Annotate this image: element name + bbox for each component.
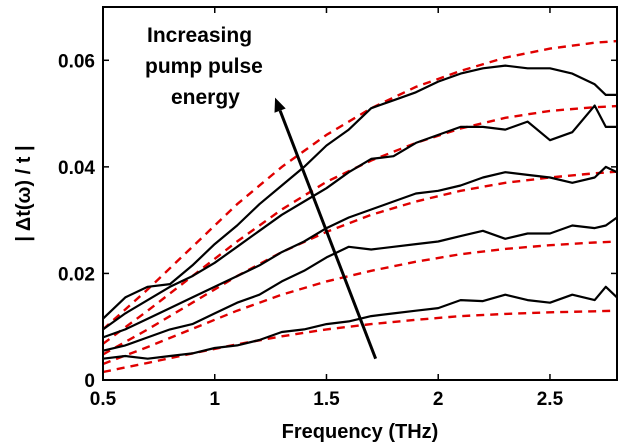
x-tick-label: 0.5 [90, 389, 117, 410]
measured-curve-3 [102, 165, 618, 339]
x-axis-label: Frequency (THz) [282, 421, 439, 443]
annotation-arrow-head [274, 97, 286, 113]
measured-curve-1 [102, 285, 618, 360]
x-tick-label: 2 [433, 389, 444, 410]
measured-curves-group [102, 64, 618, 360]
plot-frame [102, 6, 618, 381]
measured-curve-2 [102, 216, 618, 352]
fit-curve-5 [102, 39, 618, 331]
annotation-text-line: energy [171, 86, 240, 109]
y-tick-label: 0.02 [58, 264, 95, 285]
y-tick-label: 0 [84, 371, 95, 392]
x-tick-label: 1.5 [313, 389, 340, 410]
fit-curve-4 [102, 104, 618, 345]
fit-curve-3 [102, 170, 618, 356]
y-axis-label: | Δt(ω) / t | [13, 145, 35, 241]
annotation-text-line: Increasing [147, 24, 252, 47]
y-tick-label: 0.06 [58, 51, 95, 72]
annotation-text-line: pump pulse [145, 55, 263, 78]
y-axis-ticks: 0 0.02 0.04 0.06 [58, 51, 617, 392]
annotation-group: Increasing pump pulse energy [145, 24, 378, 360]
x-axis-ticks: 0.5 1 1.5 2 2.5 [90, 7, 564, 410]
measured-curve-4 [102, 104, 617, 331]
x-tick-label: 2.5 [537, 389, 564, 410]
annotation-arrow-shaft [278, 110, 378, 360]
y-tick-label: 0.04 [58, 158, 95, 179]
measured-curve-5 [102, 64, 617, 320]
x-tick-label: 1 [209, 389, 220, 410]
fit-curve-2 [102, 240, 618, 366]
